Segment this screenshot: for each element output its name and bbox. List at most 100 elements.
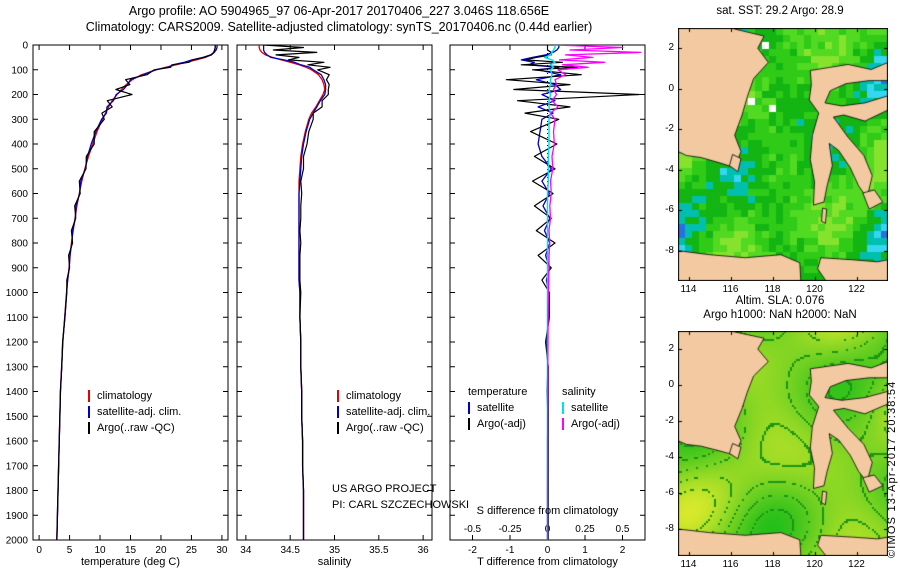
map-x-tick-label: 116 <box>722 284 739 295</box>
map-y-tick-label: -8 <box>665 523 674 534</box>
svg-text:2000: 2000 <box>6 536 29 547</box>
project-text: US ARGO PROJECT <box>332 483 437 495</box>
svg-text:100: 100 <box>11 65 28 76</box>
legend-label: Argo(-adj) <box>477 418 526 430</box>
svg-text:25: 25 <box>186 545 198 556</box>
legend-item: satellite-adj. clim. <box>88 404 181 420</box>
svg-text:1500: 1500 <box>6 412 29 423</box>
legend-label: satellite <box>571 402 609 414</box>
pi-text: PI: CARL SZCZECHOWSKI <box>332 499 470 511</box>
sst-map: 114 116 118 120 122 2 0 -2 -4 -6 -8 <box>665 28 888 295</box>
svg-text:0: 0 <box>22 41 28 52</box>
series-group <box>505 45 642 540</box>
legend-swatch-argo-t <box>468 418 470 430</box>
map-y-tick-label: -2 <box>665 123 674 135</box>
legend-item: Argo(-adj) <box>468 416 527 432</box>
svg-text:1000: 1000 <box>6 288 29 299</box>
legend-label: satellite <box>477 402 515 414</box>
svg-text:200: 200 <box>11 90 28 101</box>
figure-title-line2: Climatology: CARS2009. Satellite-adjuste… <box>85 20 593 34</box>
sla-map-title: Altim. SLA: 0.076 <box>735 295 825 307</box>
svg-text:-2: -2 <box>468 545 477 556</box>
legend-label: satellite-adj. clim. <box>97 406 182 418</box>
svg-text:15: 15 <box>125 545 137 556</box>
legend-swatch-argo <box>337 422 339 434</box>
svg-text:35: 35 <box>329 545 341 556</box>
legend-item: satellite-adj. clim. <box>337 404 430 420</box>
svg-text:600: 600 <box>11 189 28 200</box>
svg-text:400: 400 <box>11 140 28 151</box>
map-x-tick-label: 120 <box>806 284 823 295</box>
legend-label: satellite-adj. clim. <box>346 406 431 418</box>
series-climatology <box>258 45 326 540</box>
svg-text:300: 300 <box>11 115 28 126</box>
legend-label: Argo(-adj) <box>571 418 620 430</box>
panel-border <box>236 44 433 541</box>
legend-header-salinity: salinity <box>562 386 596 398</box>
legend-item: Argo(-adj) <box>562 416 620 432</box>
map-x-tick-label: 114 <box>680 284 697 295</box>
legend-salinity-panel: climatology satellite-adj. clim. Argo(..… <box>337 388 430 436</box>
legend-header-temperature: temperature <box>468 386 528 398</box>
sst-map-canvas <box>678 28 888 281</box>
svg-text:900: 900 <box>11 263 28 274</box>
legend-item: climatology <box>88 388 181 404</box>
svg-text:1100: 1100 <box>6 313 28 324</box>
svg-text:36: 36 <box>418 545 430 556</box>
profile-plots: 0 5 10 15 20 25 300100200300400500600700800900… <box>6 41 646 556</box>
map-y-tick-label: 2 <box>668 343 674 354</box>
series-group <box>56 45 218 540</box>
map-y-tick-label: -2 <box>665 415 674 426</box>
legend-label: Argo(..raw -QC) <box>346 422 424 434</box>
map-x-tick-label: 118 <box>764 559 781 570</box>
legend-label: climatology <box>97 390 153 402</box>
map-y-tick-label: -4 <box>665 163 674 175</box>
map-x-tick-label: 120 <box>806 559 823 570</box>
panel-border <box>32 44 229 541</box>
map-x-tick-label: 116 <box>722 559 739 570</box>
svg-text:-0.25: -0.25 <box>499 524 522 535</box>
legend-item: satellite <box>562 400 620 416</box>
series-argo-raw-qc- <box>263 45 331 540</box>
svg-text:5: 5 <box>67 545 73 556</box>
legend-sdiff: salinity satellite Argo(-adj) <box>562 384 620 432</box>
map-y-tick-label: 0 <box>668 379 674 390</box>
sla-map-subtitle: Argo h1000: NaN h2000: NaN <box>703 309 857 321</box>
map-x-tick-label: 122 <box>848 559 865 570</box>
svg-text:0: 0 <box>545 545 551 556</box>
sla-map: 114 116 118 120 122 2 0 -2 -4 -6 -8 <box>665 331 888 570</box>
map-x-tick-label: 114 <box>680 559 697 570</box>
sst-map-title: sat. SST: 29.2 Argo: 28.9 <box>716 5 844 17</box>
map-x-tick-label: 122 <box>848 284 865 295</box>
legend-item: climatology <box>337 388 430 404</box>
legend-label: climatology <box>346 390 402 402</box>
legend-item: Argo(..raw -QC) <box>88 420 181 436</box>
xlabel-sdiff: S difference from climatology <box>476 505 619 517</box>
map-y-tick-label: -8 <box>665 244 674 256</box>
svg-text:1200: 1200 <box>6 338 29 349</box>
map-y-tick-label: 2 <box>668 42 674 54</box>
map-y-tick-label: -4 <box>665 451 674 462</box>
map-y-tick-label: 0 <box>668 82 674 94</box>
legend-item: Argo(..raw -QC) <box>337 420 430 436</box>
series-argo-adj- <box>546 45 642 540</box>
legend-label: Argo(..raw -QC) <box>97 422 175 434</box>
legend-swatch-sat-t <box>468 402 470 414</box>
figure-title-line1: Argo profile: AO 5904965_97 06-Apr-2017 … <box>128 4 550 18</box>
series-argo-raw-qc- <box>56 45 216 540</box>
svg-text:1700: 1700 <box>6 461 29 472</box>
series-group <box>258 45 331 540</box>
legend-swatch-climatology <box>337 390 339 402</box>
map-y-tick-label: -6 <box>665 204 674 216</box>
svg-text:1400: 1400 <box>6 387 29 398</box>
legend-swatch-climatology <box>88 390 90 402</box>
map-y-tick-label: -6 <box>665 487 674 498</box>
svg-text:2: 2 <box>620 545 626 556</box>
map-x-tick-label: 118 <box>764 284 781 295</box>
svg-text:800: 800 <box>11 239 28 250</box>
xlabel-temperature: temperature (deg C) <box>80 556 181 568</box>
xlabel-salinity: salinity <box>317 556 352 568</box>
legend-tdiff: temperature satellite Argo(-adj) <box>468 384 527 432</box>
svg-text:1800: 1800 <box>6 486 29 497</box>
